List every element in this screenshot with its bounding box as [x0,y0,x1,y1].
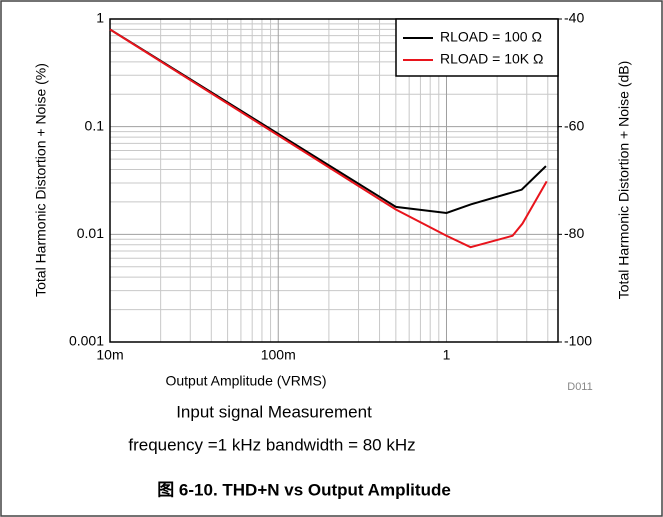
caption-line: frequency =1 kHz bandwidth = 80 kHz [128,435,415,454]
x-tick-label: 100m [261,347,296,363]
y-tick-label: 0.1 [85,117,105,133]
legend-box [395,18,559,77]
y2-axis-label: Total Harmonic Distortion + Noise (dB) [616,61,632,299]
plot-frame [109,18,559,343]
series-line [109,28,548,249]
legend-label: RLOAD = 100 Ω [440,29,542,45]
figure-caption: 图 6-10. THD+N vs Output Amplitude [157,480,451,499]
x-tick-label: 1 [443,347,451,363]
annotation: D011 [567,381,592,393]
y2-tick-label: -60 [564,117,584,133]
y-tick-label: 1 [96,10,104,26]
x-axis-label: Output Amplitude (VRMS) [165,373,326,389]
y2-tick-label: -40 [564,10,584,26]
x-tick-label: 10m [96,347,123,363]
caption-line: Input signal Measurement [176,402,372,421]
y-axis-label: Total Harmonic Distortion + Noise (%) [33,63,49,297]
y2-tick-label: -80 [564,225,584,241]
y-tick-label: 0.01 [77,225,104,241]
y2-tick-label: -100 [564,333,592,349]
legend-label: RLOAD = 10K Ω [440,51,543,67]
series-line [109,28,547,214]
y-tick-label: 0.001 [69,333,104,349]
